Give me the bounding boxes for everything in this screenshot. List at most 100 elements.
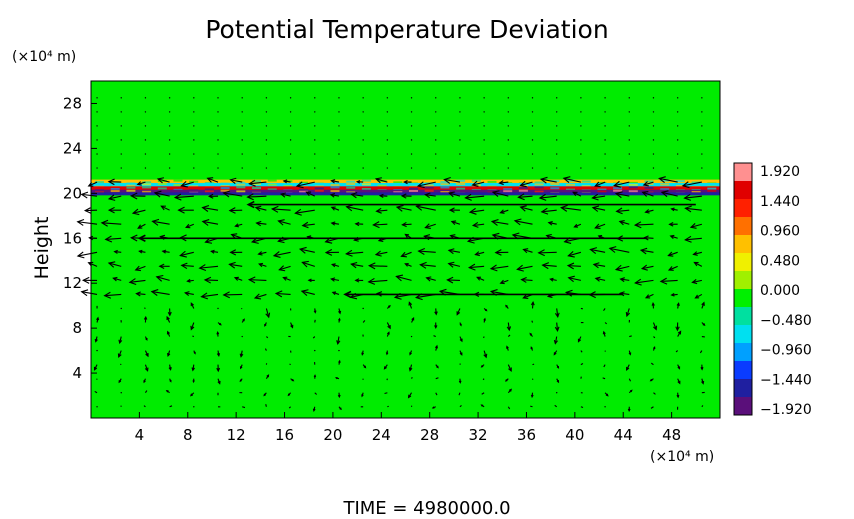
wind-vector	[312, 336, 316, 339]
wind-vector	[419, 261, 436, 269]
wave-texture	[252, 187, 261, 190]
wind-vector	[591, 193, 606, 201]
wave-texture	[597, 188, 607, 191]
wind-vector-dot	[459, 125, 461, 127]
wind-vector	[499, 209, 509, 214]
wind-vector-dot	[120, 392, 122, 394]
wind-vector	[270, 205, 291, 213]
wind-vector	[228, 207, 243, 214]
wind-vector-dot	[265, 139, 268, 141]
wind-vector	[603, 364, 606, 368]
wind-vector-dot	[676, 153, 679, 155]
wind-vector-dot	[459, 97, 461, 99]
wave-texture	[675, 180, 685, 183]
wind-vector-dot	[701, 97, 703, 99]
wave-texture	[157, 187, 167, 190]
wind-vector	[424, 192, 436, 199]
wind-vector	[459, 405, 462, 408]
wind-vector-dot	[144, 97, 147, 99]
wind-vector	[580, 350, 583, 353]
wind-vector	[350, 192, 364, 199]
wind-vector	[330, 221, 340, 226]
wind-vector	[529, 332, 533, 337]
wind-vector-dot	[120, 139, 122, 141]
plot-background	[91, 81, 720, 418]
wind-vector-dot	[362, 139, 364, 141]
wind-vector-dot	[459, 153, 461, 155]
wind-vector	[334, 377, 340, 380]
wind-vector	[137, 234, 648, 242]
wave-texture	[675, 184, 685, 187]
wave-texture	[613, 189, 623, 192]
colorbar-swatch	[734, 181, 752, 200]
y-tick-label: 28	[63, 94, 82, 112]
wind-vector	[265, 374, 270, 379]
plot-area	[76, 80, 721, 419]
wave-texture	[126, 186, 136, 189]
wind-vector-dot	[459, 167, 461, 169]
wind-vector	[516, 264, 533, 272]
wind-vector	[229, 177, 243, 184]
colorbar-swatch	[734, 379, 752, 398]
wind-vector	[210, 249, 219, 254]
wave-texture	[173, 184, 183, 187]
wind-vector-dot	[507, 97, 510, 99]
wind-vector	[156, 177, 170, 184]
wind-vector	[76, 251, 98, 259]
wind-vector	[689, 223, 703, 229]
wind-vector	[264, 322, 267, 327]
wave-texture	[566, 179, 575, 182]
wind-vector	[367, 277, 388, 285]
wind-vector	[161, 249, 170, 254]
wind-vector-dot	[314, 167, 316, 169]
wave-texture	[409, 189, 418, 192]
wave-texture	[566, 183, 575, 186]
wind-vector	[107, 194, 122, 201]
wave-texture	[142, 181, 152, 184]
wind-vector	[76, 219, 98, 226]
colorbar-tick-label: 1.440	[760, 194, 800, 210]
wind-vector-dot	[459, 139, 461, 141]
wave-texture	[110, 188, 120, 191]
wind-vector-dot	[483, 139, 485, 141]
wind-vector	[307, 278, 315, 283]
wind-vector	[522, 248, 533, 254]
x-tick-label: 8	[183, 426, 193, 444]
wind-vector-dot	[580, 125, 582, 127]
wave-texture	[299, 181, 309, 184]
wind-vector	[537, 249, 557, 257]
wind-vector	[143, 315, 148, 323]
wind-vector	[408, 364, 413, 372]
wind-vector-dot	[144, 139, 147, 141]
wind-vector	[547, 221, 557, 226]
wind-vector	[447, 248, 461, 255]
wind-vector	[483, 350, 488, 359]
wind-vector-dot	[410, 111, 413, 113]
wind-vector-dot	[580, 167, 582, 169]
wind-vector	[628, 378, 632, 382]
wave-texture	[330, 184, 340, 187]
wave-texture	[110, 190, 120, 193]
wind-vector-dot	[120, 167, 122, 169]
wind-vector	[104, 235, 122, 243]
wind-vector	[683, 193, 702, 201]
wind-vector	[290, 378, 295, 382]
wind-vector	[602, 377, 606, 380]
wind-vector	[330, 263, 340, 268]
wind-vector-dot	[265, 111, 268, 113]
wind-vector	[580, 363, 584, 366]
wave-texture	[534, 183, 544, 186]
wind-vector-dot	[556, 111, 558, 113]
wind-vector-dot	[483, 153, 485, 155]
wind-vector	[670, 292, 678, 297]
wind-vector	[456, 308, 461, 316]
wind-vector	[553, 336, 558, 345]
wind-vector	[530, 301, 535, 309]
wind-vector	[411, 316, 415, 323]
wind-vector-dot	[386, 153, 389, 155]
wind-vector	[80, 289, 98, 297]
wind-vector-dot	[217, 111, 219, 113]
wind-vector	[667, 251, 678, 257]
wind-vector	[169, 378, 172, 383]
wind-vector	[180, 180, 194, 188]
